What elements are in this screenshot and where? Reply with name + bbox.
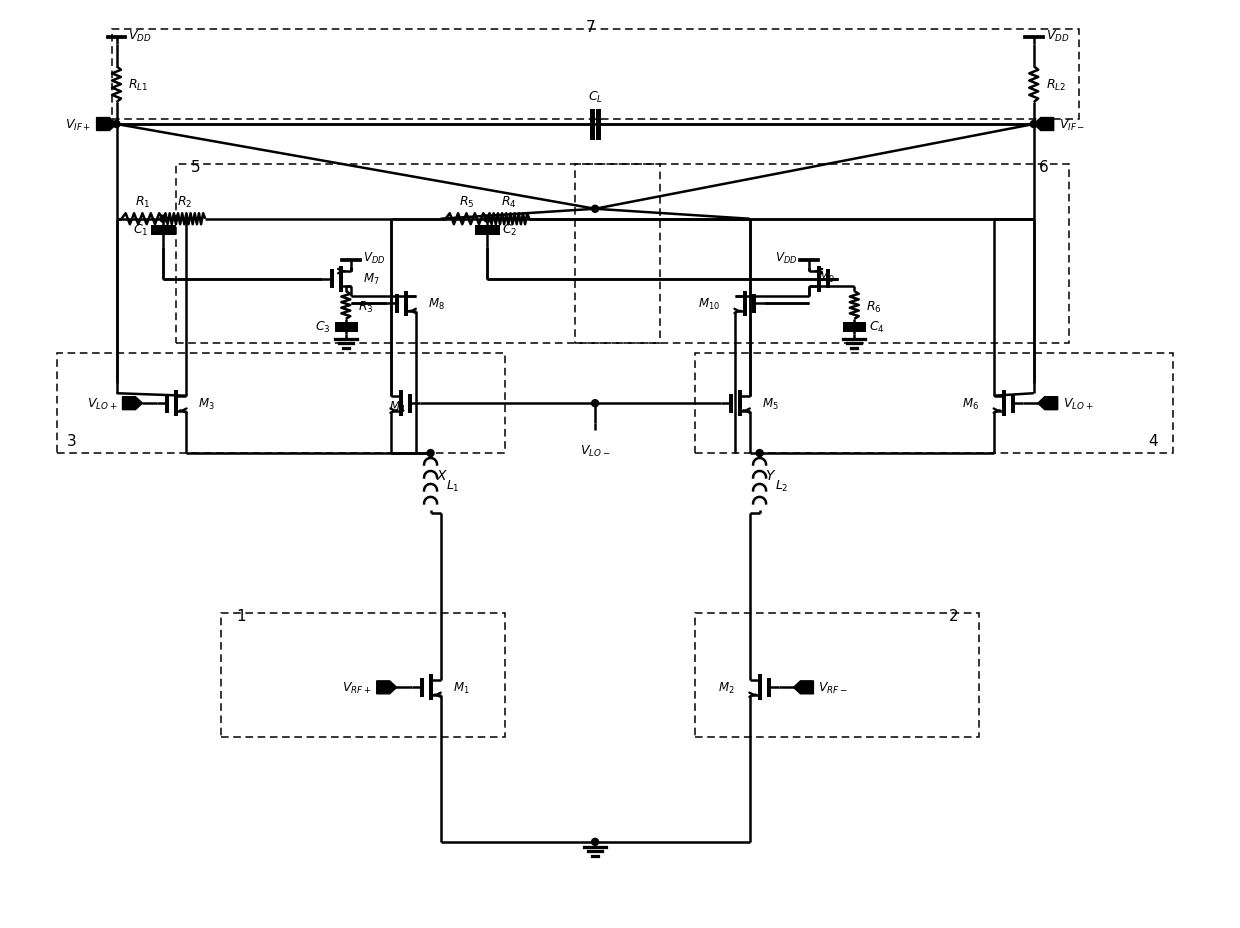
Text: $V_{DD}$: $V_{DD}$	[363, 251, 386, 266]
Text: 3: 3	[67, 433, 77, 448]
Text: 4: 4	[1148, 433, 1158, 448]
Text: 1: 1	[236, 608, 246, 623]
Text: $M_1$: $M_1$	[453, 680, 469, 695]
Polygon shape	[97, 119, 117, 132]
Bar	[694, 354, 1173, 454]
Text: $M_{10}$: $M_{10}$	[698, 297, 719, 312]
Text: $C_2$: $C_2$	[502, 223, 517, 238]
Text: $R_{L2}$: $R_{L2}$	[1045, 78, 1066, 93]
Text: $M_6$: $M_6$	[962, 396, 978, 411]
Text: $V_{DD}$: $V_{DD}$	[1045, 29, 1069, 44]
Text: $R_3$: $R_3$	[358, 299, 373, 315]
Text: $V_{LO+}$: $V_{LO+}$	[1063, 396, 1094, 411]
Polygon shape	[377, 681, 397, 694]
Text: $R_{L1}$: $R_{L1}$	[129, 78, 149, 93]
Circle shape	[484, 216, 491, 223]
Circle shape	[756, 450, 763, 457]
Text: $R_5$: $R_5$	[459, 195, 474, 210]
Text: $M_9$: $M_9$	[817, 270, 835, 285]
Text: $R_6$: $R_6$	[867, 299, 882, 315]
Text: $M_5$: $M_5$	[761, 396, 779, 411]
Text: $V_{LO+}$: $V_{LO+}$	[87, 396, 118, 411]
Text: $V_{RF+}$: $V_{RF+}$	[342, 680, 372, 695]
Text: $Y$: $Y$	[765, 469, 776, 483]
Polygon shape	[1034, 119, 1054, 132]
Bar	[575, 165, 1069, 344]
Circle shape	[427, 450, 434, 457]
Text: 6: 6	[1039, 160, 1049, 174]
Text: $V_{LO-}$: $V_{LO-}$	[580, 444, 610, 458]
Text: $M_4$: $M_4$	[388, 399, 405, 414]
Text: $V_{DD}$: $V_{DD}$	[129, 29, 153, 44]
Text: $L_2$: $L_2$	[775, 478, 789, 494]
Text: $V_{RF-}$: $V_{RF-}$	[818, 680, 848, 695]
Polygon shape	[1038, 397, 1058, 410]
Text: $C_4$: $C_4$	[869, 319, 885, 335]
Text: $R_1$: $R_1$	[135, 195, 150, 210]
Text: $M_2$: $M_2$	[718, 680, 734, 695]
Circle shape	[1030, 122, 1037, 128]
Text: $V_{DD}$: $V_{DD}$	[775, 251, 797, 266]
Text: 7: 7	[585, 20, 595, 35]
Text: $V_{IF-}$: $V_{IF-}$	[1059, 117, 1085, 133]
Bar	[221, 612, 506, 738]
Text: 5: 5	[191, 160, 201, 174]
Text: $M_8$: $M_8$	[428, 297, 444, 312]
Text: $M_7$: $M_7$	[363, 272, 379, 287]
Text: 2: 2	[949, 608, 959, 623]
Text: $M_3$: $M_3$	[198, 396, 215, 411]
Polygon shape	[794, 681, 813, 694]
Circle shape	[160, 216, 167, 223]
Text: $C_L$: $C_L$	[588, 90, 603, 105]
Text: $V_{IF+}$: $V_{IF+}$	[66, 117, 92, 133]
Bar	[176, 165, 660, 344]
Circle shape	[591, 206, 599, 213]
Bar	[57, 354, 506, 454]
Bar	[112, 31, 1079, 120]
Text: $C_3$: $C_3$	[315, 319, 331, 335]
Text: $L_1$: $L_1$	[445, 478, 459, 494]
Text: $X$: $X$	[435, 469, 448, 483]
Text: $R_2$: $R_2$	[176, 195, 192, 210]
Text: $C_1$: $C_1$	[133, 223, 149, 238]
Circle shape	[591, 400, 599, 407]
Circle shape	[113, 122, 120, 128]
Text: $R_4$: $R_4$	[501, 195, 516, 210]
Bar	[694, 612, 978, 738]
Circle shape	[591, 839, 599, 845]
Polygon shape	[123, 397, 143, 410]
